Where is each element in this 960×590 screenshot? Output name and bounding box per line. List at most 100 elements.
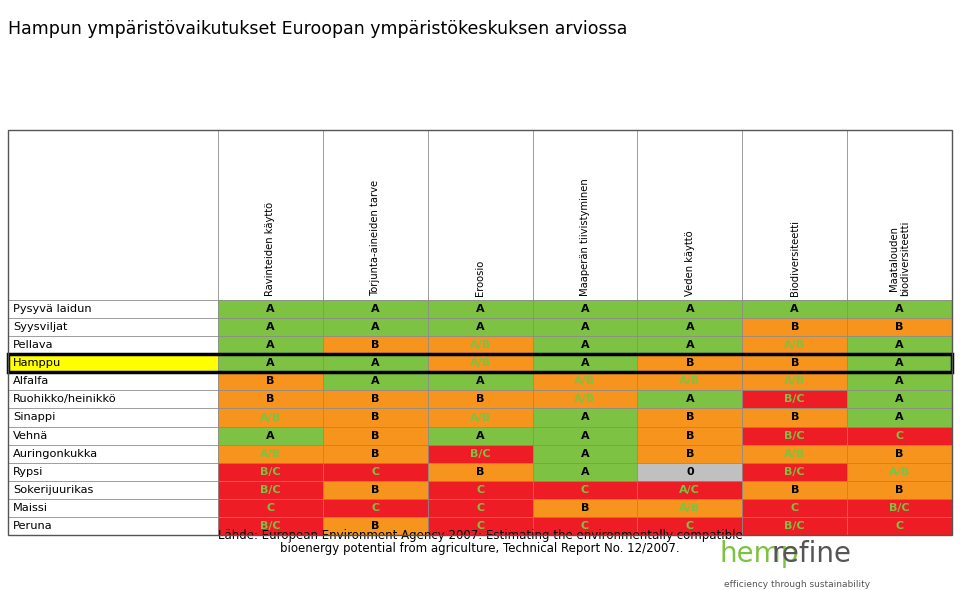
Bar: [637, 481, 742, 499]
Text: C: C: [372, 467, 379, 477]
Bar: [637, 300, 742, 318]
Bar: [218, 354, 323, 372]
Bar: [8, 445, 218, 463]
Text: B: B: [372, 412, 379, 422]
Text: B: B: [685, 448, 694, 458]
Text: Rypsi: Rypsi: [13, 467, 43, 477]
Text: Peruna: Peruna: [13, 521, 53, 531]
Bar: [742, 372, 847, 391]
Bar: [742, 427, 847, 445]
Bar: [218, 130, 323, 300]
Text: efficiency through sustainability: efficiency through sustainability: [724, 580, 870, 589]
Bar: [533, 499, 637, 517]
Text: A: A: [685, 304, 694, 314]
Bar: [428, 517, 533, 535]
Text: A: A: [685, 395, 694, 404]
Text: A/B: A/B: [260, 448, 281, 458]
Bar: [323, 130, 428, 300]
Text: C: C: [685, 521, 694, 531]
Text: B: B: [266, 395, 275, 404]
Text: B: B: [896, 448, 903, 458]
Text: Sinappi: Sinappi: [13, 412, 56, 422]
Text: B: B: [476, 467, 485, 477]
Text: B/C: B/C: [784, 395, 805, 404]
Text: B/C: B/C: [889, 503, 910, 513]
Text: C: C: [476, 485, 484, 495]
Text: B: B: [685, 358, 694, 368]
Bar: [847, 499, 952, 517]
Text: A: A: [896, 395, 904, 404]
Bar: [218, 408, 323, 427]
Bar: [8, 318, 218, 336]
Bar: [533, 408, 637, 427]
Bar: [323, 391, 428, 408]
Bar: [8, 354, 218, 372]
Text: B: B: [372, 448, 379, 458]
Bar: [323, 354, 428, 372]
Text: Sokerijuurikas: Sokerijuurikas: [13, 485, 93, 495]
Bar: [533, 372, 637, 391]
Bar: [218, 372, 323, 391]
Text: Eroosio: Eroosio: [475, 260, 485, 296]
Text: 0: 0: [686, 467, 694, 477]
Bar: [323, 517, 428, 535]
Text: A: A: [476, 304, 485, 314]
Bar: [323, 372, 428, 391]
Text: A: A: [476, 431, 485, 441]
Text: A/B: A/B: [889, 467, 910, 477]
Bar: [847, 445, 952, 463]
Text: B: B: [372, 431, 379, 441]
Text: Ravinteiden käyttö: Ravinteiden käyttö: [265, 202, 276, 296]
Bar: [8, 130, 952, 535]
Text: B: B: [790, 322, 799, 332]
Text: A: A: [266, 322, 275, 332]
Text: A: A: [266, 304, 275, 314]
Text: C: C: [476, 521, 484, 531]
Text: Maissi: Maissi: [13, 503, 48, 513]
Text: A/B: A/B: [469, 358, 491, 368]
Bar: [533, 517, 637, 535]
Bar: [533, 391, 637, 408]
Bar: [428, 318, 533, 336]
Text: A: A: [371, 358, 379, 368]
Text: A: A: [581, 322, 589, 332]
Bar: [637, 318, 742, 336]
Text: A: A: [896, 340, 904, 350]
Text: B: B: [476, 395, 485, 404]
Text: B: B: [790, 358, 799, 368]
Text: Maatalouden
biodiversiteetti: Maatalouden biodiversiteetti: [889, 221, 910, 296]
Text: B: B: [790, 485, 799, 495]
Bar: [742, 336, 847, 354]
Text: Lähde: European Environment Agency 2007: Estimating the environmentally compatib: Lähde: European Environment Agency 2007:…: [218, 529, 742, 542]
Bar: [8, 408, 218, 427]
Bar: [742, 130, 847, 300]
Text: B: B: [372, 485, 379, 495]
Text: A: A: [896, 304, 904, 314]
Bar: [533, 130, 637, 300]
Text: B: B: [372, 395, 379, 404]
Text: hemp: hemp: [720, 540, 800, 568]
Text: A/B: A/B: [469, 412, 491, 422]
Bar: [533, 336, 637, 354]
Bar: [742, 300, 847, 318]
Bar: [8, 130, 218, 300]
Text: Hamppu: Hamppu: [13, 358, 61, 368]
Bar: [742, 391, 847, 408]
Text: C: C: [266, 503, 275, 513]
Bar: [218, 481, 323, 499]
Bar: [323, 318, 428, 336]
Text: A: A: [581, 304, 589, 314]
Text: B: B: [685, 412, 694, 422]
Text: A: A: [476, 376, 485, 386]
Text: A: A: [790, 304, 799, 314]
Text: A: A: [581, 340, 589, 350]
Text: A: A: [896, 376, 904, 386]
Text: Vehnä: Vehnä: [13, 431, 48, 441]
Bar: [533, 463, 637, 481]
Text: B/C: B/C: [260, 467, 280, 477]
Text: A: A: [685, 340, 694, 350]
Bar: [428, 499, 533, 517]
Bar: [218, 318, 323, 336]
Text: B/C: B/C: [784, 521, 805, 531]
Text: A/B: A/B: [784, 376, 805, 386]
